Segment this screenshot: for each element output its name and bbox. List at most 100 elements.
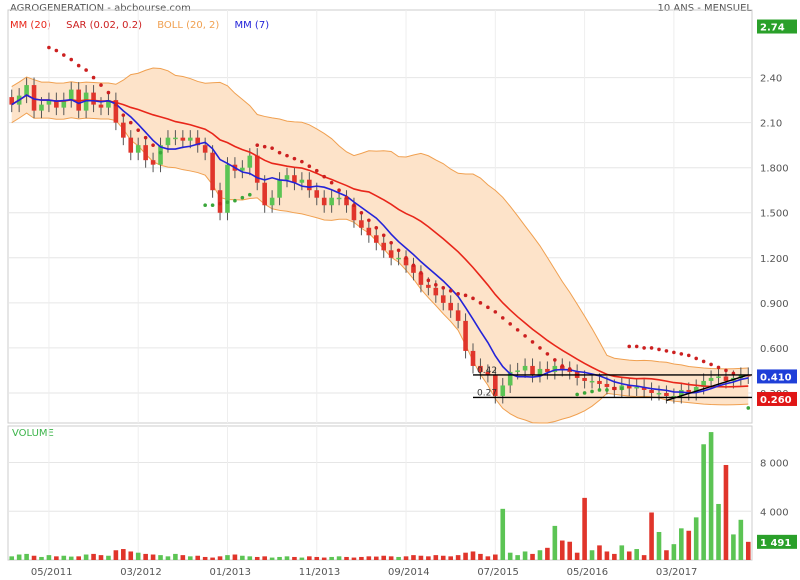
volume-bar bbox=[269, 557, 275, 560]
candle-body bbox=[478, 365, 483, 372]
candle-body bbox=[649, 389, 654, 393]
sar-dot bbox=[76, 63, 81, 68]
candle-body bbox=[225, 164, 230, 213]
mm20-line bbox=[11, 94, 749, 388]
sar-dot bbox=[344, 195, 349, 200]
sar-dot bbox=[84, 68, 88, 72]
volume-bar bbox=[173, 553, 178, 560]
candle-body bbox=[9, 97, 15, 105]
candle-body bbox=[68, 89, 74, 101]
indicator-legend: MM (20) SAR (0.02, 0.2) BOLL (20, 2) MM … bbox=[10, 20, 281, 31]
volume-bar bbox=[738, 519, 744, 560]
sar-dot bbox=[627, 344, 632, 349]
candle-body bbox=[54, 100, 59, 108]
candle-body bbox=[106, 100, 111, 108]
candle-body bbox=[708, 377, 714, 381]
last-price-badge-text: 0.260 bbox=[760, 395, 792, 406]
volume-bar bbox=[359, 556, 364, 560]
candle-body bbox=[597, 380, 602, 384]
legend-mm20: MM (20) bbox=[10, 20, 51, 31]
volume-bar bbox=[210, 557, 215, 560]
candle-body bbox=[500, 385, 506, 396]
candle-body bbox=[351, 205, 357, 221]
price-tick-label: 0.600 bbox=[760, 344, 789, 355]
volume-bar bbox=[135, 552, 141, 560]
volume-bar bbox=[396, 556, 401, 560]
sar-dot bbox=[567, 367, 572, 371]
sar-dot bbox=[419, 271, 423, 275]
price-tick-label: 1.500 bbox=[760, 209, 789, 220]
legend-sar: SAR (0.02, 0.2) bbox=[66, 20, 142, 31]
sar-dot bbox=[686, 353, 691, 358]
candle-body bbox=[91, 92, 96, 105]
sar-dot bbox=[367, 218, 371, 223]
sar-dot bbox=[285, 153, 289, 158]
sar-dot bbox=[47, 45, 51, 50]
volume-label: VOLUME bbox=[12, 428, 54, 439]
candle-body bbox=[46, 100, 52, 105]
sar-dot bbox=[136, 128, 140, 132]
candle-body bbox=[314, 190, 320, 198]
candle-body bbox=[589, 380, 595, 383]
volume-bar bbox=[54, 556, 59, 560]
x-tick-label: 09/2014 bbox=[388, 567, 430, 578]
volume-bar bbox=[39, 556, 44, 560]
candle-body bbox=[158, 145, 163, 165]
candle-body bbox=[202, 145, 208, 153]
volume-bar bbox=[284, 556, 290, 560]
volume-bar bbox=[61, 555, 67, 560]
price-tick-label: 0.900 bbox=[760, 299, 789, 310]
volume-bar bbox=[671, 544, 677, 560]
candle-body bbox=[448, 302, 453, 311]
candle-body bbox=[537, 368, 543, 375]
candle-body bbox=[195, 137, 201, 146]
sar-dot bbox=[218, 201, 222, 206]
sar-dot bbox=[91, 75, 96, 80]
price-tick-label: 1.200 bbox=[760, 254, 789, 265]
volume-bar bbox=[321, 557, 327, 560]
sar-dot bbox=[337, 188, 341, 193]
sar-dot bbox=[411, 263, 416, 268]
x-tick-label: 03/2012 bbox=[120, 567, 162, 578]
candle-body bbox=[247, 155, 253, 168]
candle-body bbox=[664, 392, 669, 396]
volume-bar bbox=[604, 551, 610, 560]
candle-body bbox=[359, 220, 364, 228]
volume-bar bbox=[225, 555, 230, 560]
candle-body bbox=[418, 272, 424, 285]
volume-bar bbox=[16, 554, 22, 560]
volume-bar bbox=[68, 556, 74, 560]
volume-bar bbox=[381, 555, 387, 560]
sar-dot bbox=[530, 340, 535, 344]
candle-body bbox=[165, 137, 171, 146]
volume-bar bbox=[106, 555, 111, 560]
volume-bar bbox=[478, 553, 483, 560]
sar-dot bbox=[486, 305, 490, 310]
sar-dot bbox=[657, 347, 661, 352]
sar-dot bbox=[694, 356, 698, 361]
candle-body bbox=[254, 155, 260, 183]
sar-dot bbox=[404, 255, 408, 260]
volume-bar bbox=[150, 554, 156, 560]
volume-tick-label: 8 000 bbox=[760, 459, 789, 470]
chart-period[interactable]: 10 ANS - MENSUEL bbox=[657, 3, 752, 14]
sar-dot bbox=[203, 203, 207, 208]
sar-dot bbox=[352, 203, 356, 208]
candle-body bbox=[180, 137, 186, 141]
volume-bar bbox=[366, 556, 372, 560]
trendline bbox=[666, 374, 749, 402]
sar-dot bbox=[300, 159, 304, 164]
volume-bar bbox=[545, 547, 550, 560]
volume-tick-label: 4 000 bbox=[760, 507, 789, 518]
candle-body bbox=[381, 242, 387, 251]
sar-dot bbox=[672, 350, 676, 355]
volume-bar bbox=[46, 555, 52, 560]
candle-body bbox=[679, 389, 684, 396]
sar-dot bbox=[471, 296, 475, 301]
volume-bar bbox=[418, 555, 424, 560]
volume-bar bbox=[716, 503, 721, 560]
candle-body bbox=[522, 365, 528, 371]
volume-badge bbox=[757, 534, 797, 549]
volume-bar bbox=[500, 508, 506, 560]
